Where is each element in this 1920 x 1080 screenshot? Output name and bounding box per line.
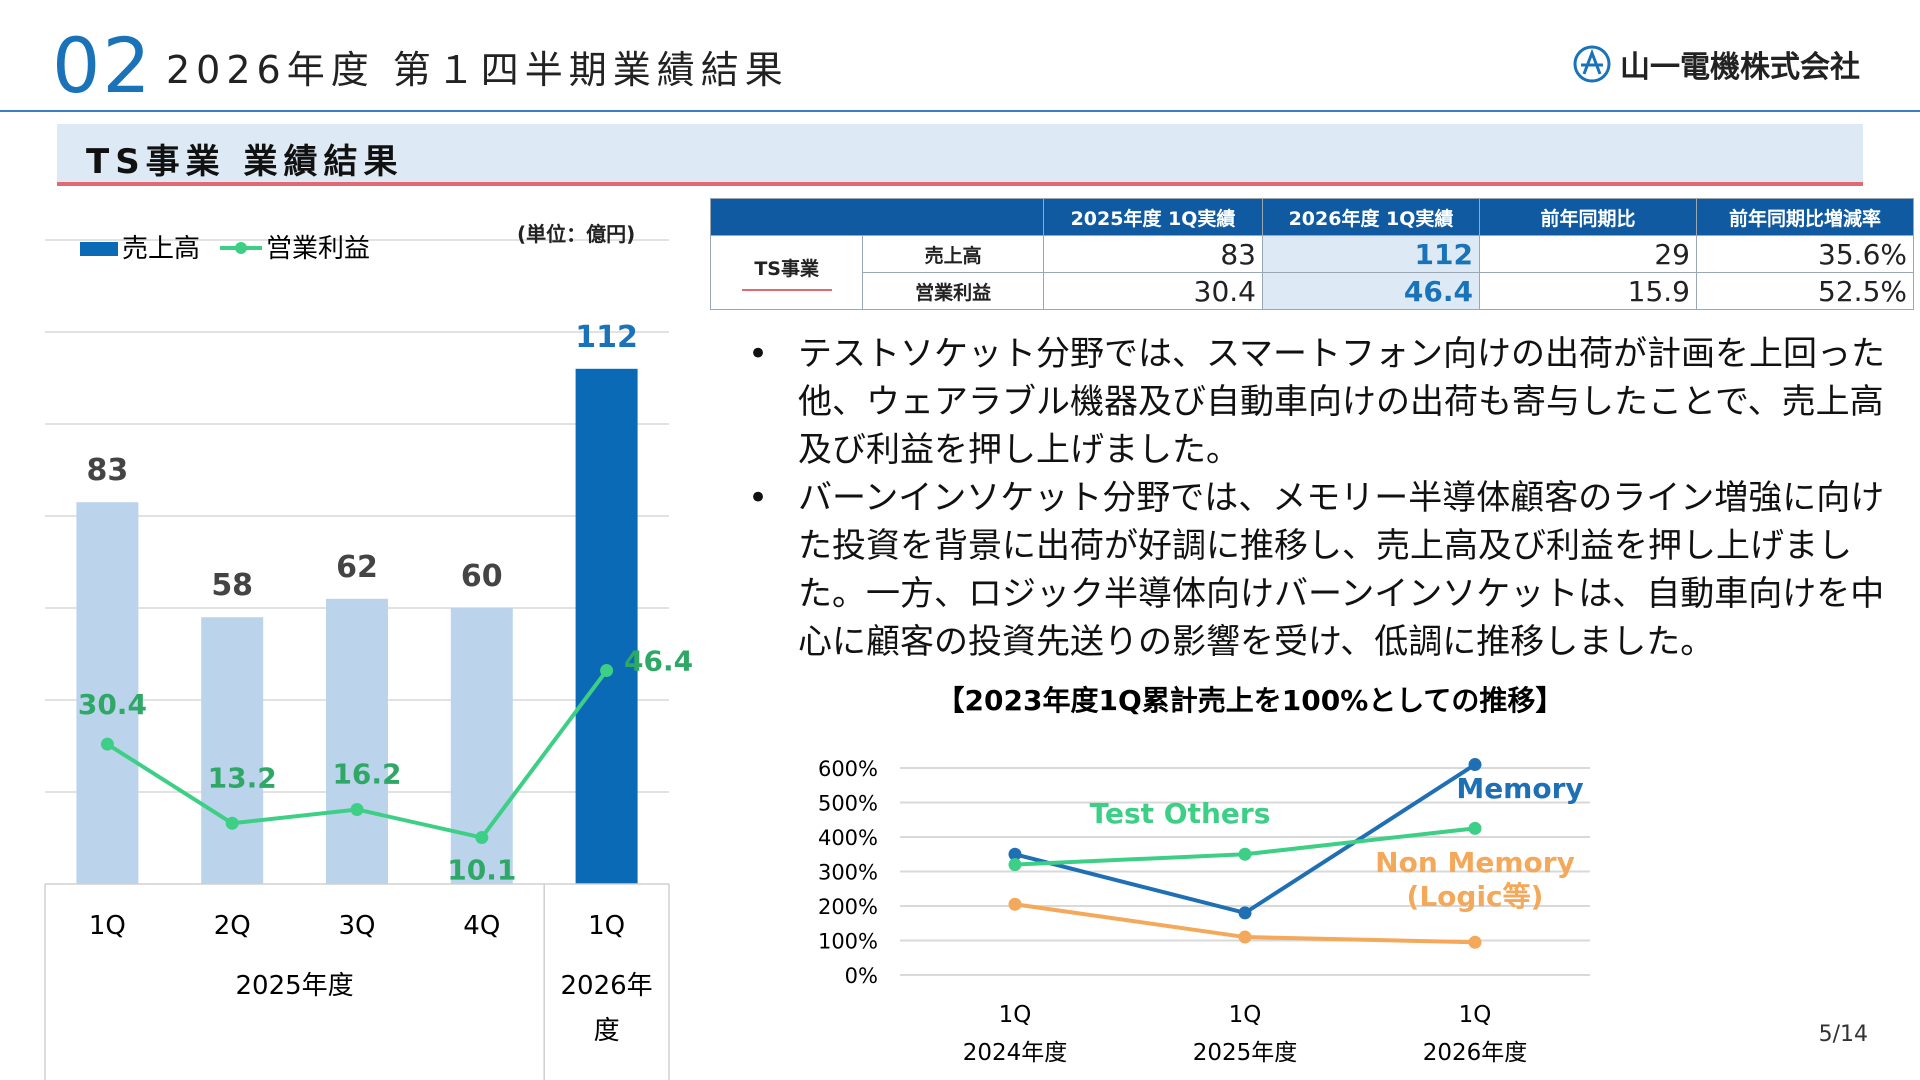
profit-point (600, 664, 614, 678)
company-logo-icon (1573, 45, 1611, 83)
bar-sales (575, 368, 638, 884)
y-tick-label: 200% (818, 895, 878, 919)
table-header-prev: 2025年度 1Q実績 (1043, 198, 1263, 236)
row-label-sales: 売上高 (862, 235, 1044, 273)
legend-profit-marker (235, 242, 247, 254)
bullet-icon: • (748, 478, 769, 518)
section-band (57, 124, 1863, 186)
company-name: 山一電機株式会社 (1620, 50, 1860, 85)
sales-curr: 112 (1262, 235, 1480, 273)
sales-value-label: 83 (87, 453, 129, 488)
sales-value-label: 58 (211, 568, 253, 603)
y-tick-label: 400% (818, 826, 878, 850)
kpi-table: 2025年度 1Q実績 2026年度 1Q実績 前年同期比 前年同期比増減率 T… (709, 198, 1914, 310)
x-group-label: 2024年度 (963, 1040, 1068, 1066)
y-tick-label: 500% (818, 792, 878, 816)
x-group-label: 2025年度 (1193, 1040, 1298, 1066)
index-trend-chart: 【2023年度1Q累計売上を100%としての推移】 600% 500% 400% 30… (818, 684, 1590, 1066)
bar-sales (201, 617, 264, 884)
commentary-list: • テストソケット分野では、スマートフォン向けの出荷が計画を上回った他、ウェアラブ… (748, 330, 1898, 666)
section-band-underline (57, 182, 1863, 186)
series-point (1238, 930, 1252, 944)
x-tick-label: 4Q (463, 911, 500, 941)
index-chart-title: 【2023年度1Q累計売上を100%としての推移】 (937, 684, 1564, 717)
profit-value-label: 46.4 (624, 645, 693, 678)
sales-value-label: 60 (461, 559, 503, 594)
section-title: TS事業 業績結果 (86, 142, 404, 182)
sales-rate: 35.6% (1696, 235, 1914, 273)
bar-sales (76, 502, 139, 884)
x-tick-label: 1Q (1459, 1002, 1492, 1028)
sales-diff: 29 (1479, 235, 1697, 273)
y-tick-label: 100% (818, 930, 878, 954)
row-label-profit: 営業利益 (862, 272, 1044, 310)
x-group-label: 2025年度 (236, 971, 354, 1001)
segment-underline (741, 289, 832, 291)
bar-sales (326, 598, 388, 884)
unit-note: (単位：億円) (517, 222, 636, 246)
x-group-label: 度 (594, 1016, 620, 1046)
series-point (1008, 847, 1022, 861)
profit-diff: 15.9 (1479, 272, 1697, 310)
x-tick-label: 2Q (214, 911, 251, 941)
profit-point (100, 737, 114, 751)
series-point (1238, 847, 1252, 861)
series-point (1238, 906, 1252, 920)
list-item: • バーンインソケット分野では、メモリー半導体顧客のライン増強に向けた投資を背景に… (748, 474, 1898, 666)
profit-curr: 46.4 (1262, 272, 1480, 310)
x-group-label: 2026年度 (1423, 1040, 1528, 1066)
profit-value-label: 13.2 (208, 761, 277, 794)
ts-bar-line-chart: 83 58 62 60 112 30.4 13.2 16.2 10.1 46.4 1Q 2Q 3Q 4Q… (44, 234, 693, 1080)
profit-point (350, 802, 364, 816)
segment-label: TS事業 (754, 258, 819, 280)
legend-sales-swatch (80, 242, 118, 256)
profit-prev: 30.4 (1043, 272, 1263, 310)
profit-value-label: 30.4 (78, 688, 147, 721)
y-tick-label: 0% (845, 964, 878, 988)
table-header-blank (710, 198, 1044, 236)
header-rule (0, 110, 1920, 112)
bullet-text: バーンインソケット分野では、メモリー半導体顧客のライン増強に向けた投資を背景に出… (798, 478, 1885, 662)
profit-point (475, 831, 489, 845)
series-label-non-memory-sub: (Logic等) (1407, 880, 1544, 913)
profit-rate: 52.5% (1696, 272, 1914, 310)
x-tick-label: 1Q (1229, 1002, 1262, 1028)
page-number: 5/14 (1818, 1022, 1868, 1047)
x-tick-label: 3Q (338, 911, 375, 941)
table-row: 営業利益 30.4 46.4 15.9 52.5% (711, 272, 1914, 310)
list-item: • テストソケット分野では、スマートフォン向けの出荷が計画を上回った他、ウェアラブ… (748, 330, 1898, 474)
series-point (1468, 935, 1482, 949)
x-tick-label: 1Q (588, 911, 625, 941)
legend-sales-label: 売上高 (122, 234, 200, 264)
x-tick-label: 1Q (89, 911, 126, 941)
series-point (1468, 821, 1482, 835)
sales-value-label: 62 (336, 550, 378, 585)
table-header-curr: 2026年度 1Q実績 (1262, 198, 1480, 236)
company-logo: 山一電機株式会社 (1572, 42, 1860, 86)
series-point (1008, 897, 1022, 911)
series-label-test-others: Test Others (1090, 797, 1271, 830)
profit-value-label: 16.2 (332, 757, 401, 790)
series-label-memory: Memory (1456, 772, 1583, 805)
y-tick-label: 600% (818, 757, 878, 781)
bullet-icon: • (748, 334, 769, 374)
legend-profit-label: 営業利益 (266, 234, 370, 264)
page-title: 2026年度 第１四半期業績結果 (166, 48, 789, 92)
profit-value-label: 10.1 (447, 854, 516, 887)
profit-point (225, 816, 239, 830)
section-number: 02 (52, 21, 153, 110)
series-label-non-memory: Non Memory (1375, 846, 1575, 879)
sales-prev: 83 (1043, 235, 1263, 273)
x-tick-label: 1Q (999, 1002, 1032, 1028)
bullet-text: テストソケット分野では、スマートフォン向けの出荷が計画を上回った他、ウェアラブル… (798, 334, 1885, 470)
segment-cell: TS事業 (709, 235, 864, 310)
series-point (1468, 758, 1482, 772)
sales-value-label: 112 (575, 320, 638, 355)
table-header-rate: 前年同期比増減率 (1696, 198, 1914, 236)
table-row: TS事業 売上高 83 112 29 35.6% (709, 235, 1914, 310)
table-header-diff: 前年同期比 (1479, 198, 1697, 236)
y-tick-label: 300% (818, 861, 878, 885)
x-group-label: 2026年 (561, 971, 653, 1001)
series-point (1008, 858, 1022, 872)
